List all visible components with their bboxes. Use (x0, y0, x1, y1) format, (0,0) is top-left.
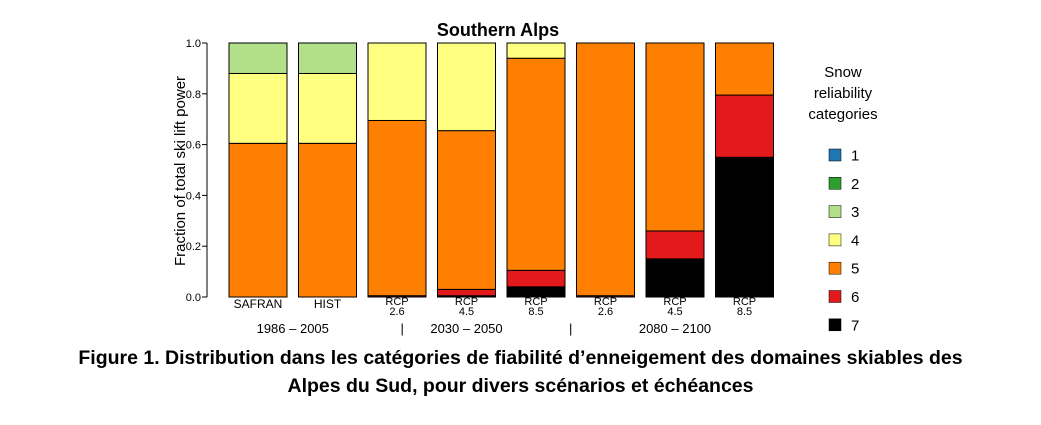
x-tick-label: RCP (524, 296, 547, 308)
legend-label: 3 (851, 204, 859, 221)
bar-segment-cat-6 (715, 94, 774, 158)
bar-segment-cat-5 (576, 42, 635, 297)
caption-line-2: Alpes du Sud, pour divers scénarios et é… (287, 375, 754, 397)
legend-label: 4 (851, 232, 859, 249)
bar-segment-cat-5 (298, 142, 357, 298)
x-tick-label: 8.5 (528, 306, 543, 318)
x-axis-labels: SAFRAN HIST RCP2.6RCP4.5RCP8.5RCP2.6RCP4.5… (234, 296, 756, 318)
bar-segment-cat-7 (715, 156, 774, 298)
x-tick-label: RCP (455, 296, 478, 308)
y-tick-label: 0.4 (186, 190, 201, 202)
bar-segment-cat-4 (298, 72, 357, 144)
y-tick-label: 0.8 (186, 89, 201, 101)
figure-caption: Figure 1. Distribution dans les catégori… (0, 344, 1041, 400)
bars-group (228, 42, 774, 298)
legend-swatch (828, 290, 842, 303)
bar-segment-cat-5 (437, 130, 496, 290)
bar-segment-cat-4 (367, 42, 427, 121)
x-tick-label: RCP (594, 296, 617, 308)
period-separator: | (569, 321, 572, 336)
legend-swatch (828, 177, 842, 190)
x-tick-label: 4.5 (667, 306, 682, 318)
x-tick-label: 8.5 (737, 306, 752, 318)
legend-swatch (828, 233, 842, 247)
legend-label: 1 (851, 148, 859, 165)
x-tick-label: 2.6 (389, 306, 404, 318)
legend-label: 7 (851, 317, 859, 334)
bar-segment-cat-5 (228, 142, 288, 298)
caption-line-1: Figure 1. Distribution dans les catégori… (78, 347, 963, 369)
legend-label: 6 (851, 289, 859, 306)
legend-title: categories (808, 106, 877, 123)
bar-segment-cat-5 (367, 119, 427, 297)
period-label: 1986 – 2005 (257, 321, 329, 336)
x-tick-label: 2.6 (598, 306, 613, 318)
x-tick-label: RCP (663, 296, 686, 308)
x-tick-label: 4.5 (459, 306, 474, 318)
bar-segment-cat-5 (506, 57, 566, 271)
period-label: 2030 – 2050 (430, 321, 502, 336)
y-tick-label: 0.6 (186, 140, 201, 152)
legend-title: Snow (824, 64, 862, 81)
legend-swatch (828, 205, 842, 218)
legend-label: 2 (851, 176, 859, 193)
stacked-bar-chart: Southern Alps Fraction of total ski lift… (172, 20, 878, 336)
bar-segment-cat-6 (645, 230, 705, 260)
x-tick-label: SAFRAN (234, 297, 283, 311)
bar-segment-cat-7 (645, 258, 705, 298)
period-label: 2080 – 2100 (639, 321, 711, 336)
legend: Snow reliability categories 1 2 3 4 5 6 7 (808, 64, 877, 334)
y-axis-ticks: 0.0 0.2 0.4 0.6 0.8 1.0 (186, 38, 207, 304)
legend-label: 5 (851, 261, 859, 278)
chart-title: Southern Alps (437, 20, 559, 40)
y-tick-label: 0.0 (186, 292, 201, 304)
legend-swatch (828, 148, 842, 162)
y-tick-label: 1.0 (186, 38, 201, 50)
bar-segment-cat-5 (715, 42, 774, 96)
bar-segment-cat-3 (228, 42, 288, 74)
legend-title: reliability (814, 85, 873, 102)
x-tick-label: RCP (385, 296, 408, 308)
period-separator: | (401, 321, 404, 336)
bar-segment-cat-4 (437, 42, 496, 132)
bar-segment-cat-3 (298, 42, 357, 74)
legend-swatch (828, 318, 842, 332)
bar-segment-cat-4 (228, 72, 288, 144)
legend-swatch (828, 261, 842, 275)
x-tick-label: RCP (733, 296, 756, 308)
y-tick-label: 0.2 (186, 241, 201, 253)
bar-segment-cat-6 (506, 269, 566, 288)
bar-segment-cat-5 (645, 42, 705, 232)
bar-segment-cat-4 (506, 42, 566, 59)
x-tick-label: HIST (314, 297, 342, 311)
period-labels: 1986 – 2005 | 2030 – 2050 | 2080 – 2100 (257, 321, 712, 336)
y-axis-label: Fraction of total ski lift power (172, 76, 189, 266)
bar-segment-cat-6 (437, 288, 496, 297)
